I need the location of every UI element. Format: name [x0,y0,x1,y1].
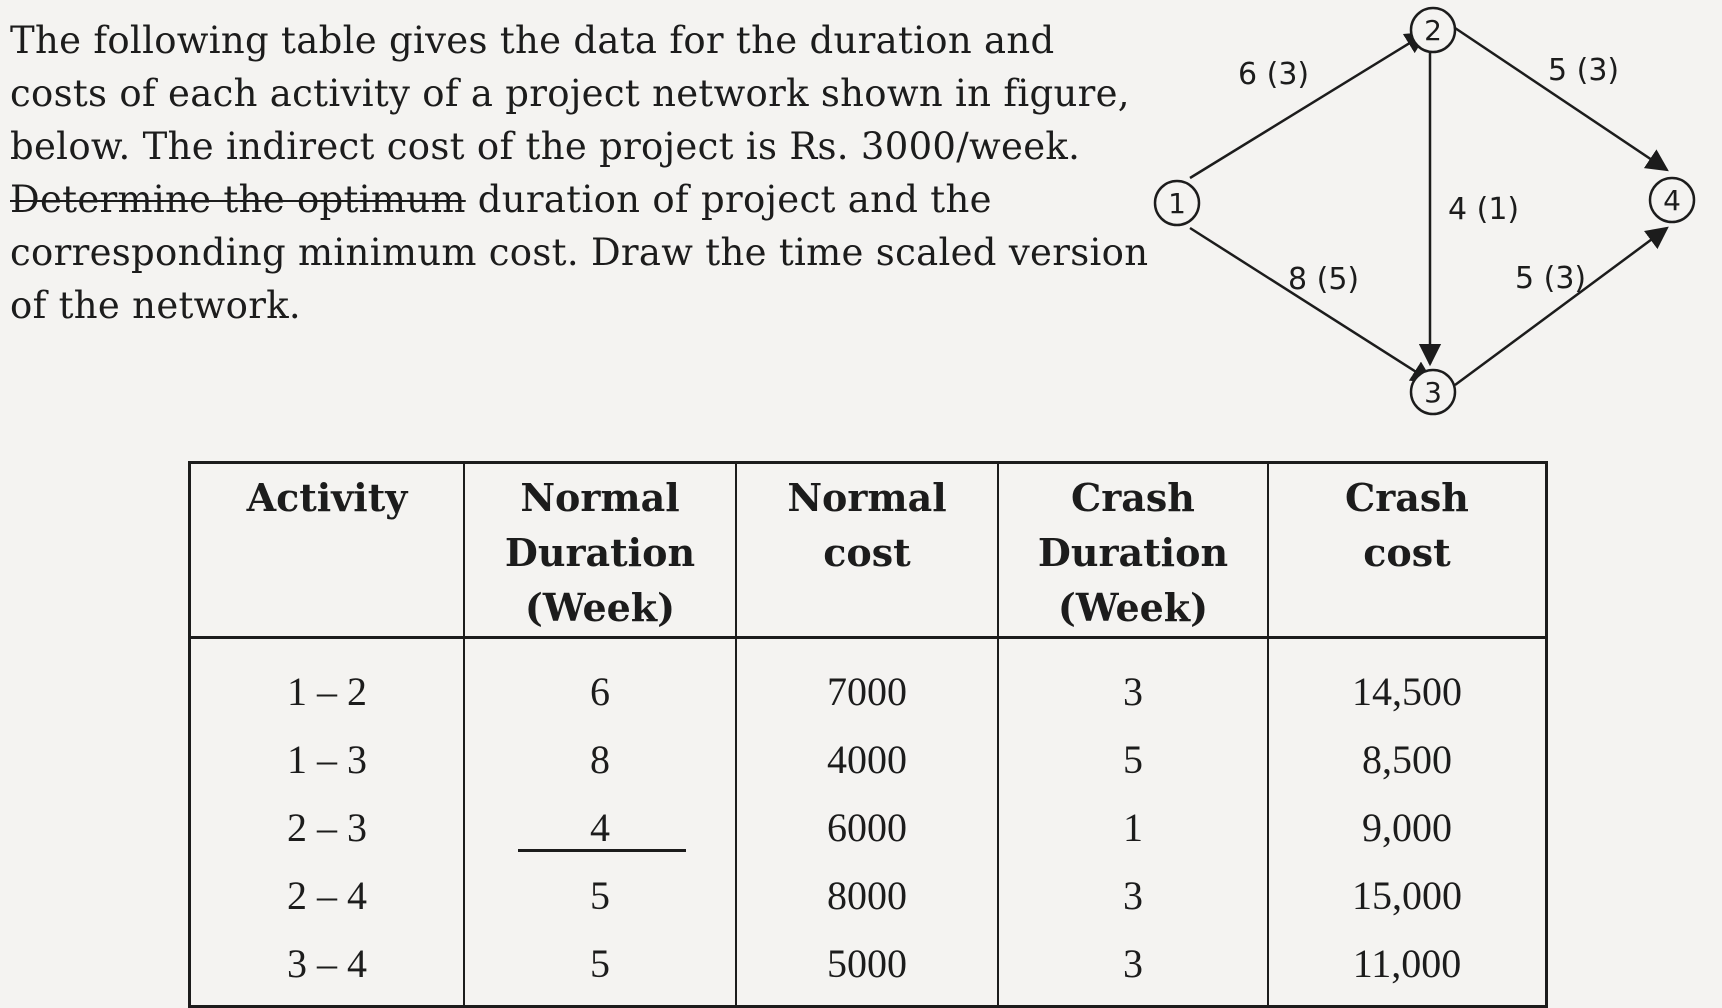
edge-label: 8 (5) [1288,262,1359,297]
edge-label: 4 (1) [1448,192,1519,227]
header-normal-cost: Normal cost [735,462,999,639]
table-row: 2 – 3 4 6000 1 9,000 [188,793,1548,861]
cell-normal-cost: 7000 [735,637,999,725]
header-normal-duration: Normal Duration (Week) [463,462,737,639]
cell-activity: 2 – 4 [188,861,465,929]
cell-crash-cost: 14,500 [1267,637,1548,725]
edge-2-4 [1454,26,1669,172]
node-label: 4 [1663,184,1681,217]
cell-normal-cost: 6000 [735,793,999,861]
cell-crash-duration: 3 [997,637,1269,725]
cell-crash-cost: 9,000 [1267,793,1548,861]
problem-line: costs of each activity of a project netw… [10,72,1130,115]
table-row: 1 – 3 8 4000 5 8,500 [188,725,1548,793]
cell-crash-cost: 8,500 [1267,725,1548,793]
node-label: 1 [1168,187,1186,220]
problem-line: The following table gives the data for t… [10,19,1055,62]
table-row: 1 – 2 6 7000 3 14,500 [188,637,1548,725]
problem-line: below. The indirect cost of the project … [10,125,1081,168]
cell-crash-duration: 5 [997,725,1269,793]
table-header-row: Activity Normal Duration (Week) Normal cost… [188,462,1548,639]
node-label: 2 [1424,14,1442,47]
node-label: 3 [1424,376,1442,409]
edge-1-2 [1189,31,1428,180]
cell-crash-duration: 3 [997,861,1269,929]
handwritten-underline [518,849,686,852]
cell-normal-cost: 5000 [735,929,999,1007]
problem-line: corresponding minimum cost. Draw the tim… [10,231,1149,274]
node-4: 4 [1648,176,1696,224]
cell-activity: 1 – 2 [188,637,465,725]
cell-normal-duration: 5 [463,861,737,929]
table-row: 3 – 4 5 5000 3 11,000 [188,929,1548,1007]
edge-label: 5 (3) [1515,261,1586,296]
struck-text: Determine the optimum [10,178,466,221]
header-crash-cost: Crash cost [1267,462,1548,639]
problem-statement: The following table gives the data for t… [10,14,1149,332]
cell-normal-duration: 8 [463,725,737,793]
cell-crash-duration: 1 [997,793,1269,861]
cell-normal-cost: 4000 [735,725,999,793]
problem-text: duration of project and the [465,178,992,221]
cell-activity: 2 – 3 [188,793,465,861]
problem-line: Determine the optimum duration of projec… [10,173,1070,226]
cell-normal-duration: 5 [463,929,737,1007]
edge-1-3 [1189,226,1434,384]
cell-normal-duration: 6 [463,637,737,725]
node-1: 1 [1153,179,1201,227]
edge-3-4 [1454,226,1669,387]
header-activity: Activity [188,462,465,639]
problem-line: of the network. [10,284,301,327]
cell-activity: 1 – 3 [188,725,465,793]
header-crash-duration: Crash Duration (Week) [997,462,1269,639]
cell-crash-duration: 3 [997,929,1269,1007]
cell-normal-cost: 8000 [735,861,999,929]
cell-activity: 3 – 4 [188,929,465,1007]
activity-data-table: Activity Normal Duration (Week) Normal cost… [188,461,1548,1008]
node-3: 3 [1409,368,1457,416]
cell-crash-cost: 11,000 [1267,929,1548,1007]
table-row: 2 – 4 5 8000 3 15,000 [188,861,1548,929]
edge-label: 5 (3) [1548,53,1619,88]
project-network-diagram: 6 (3) 8 (5) 4 (1) 5 (3) 5 (3) 1 2 3 4 [1153,6,1696,416]
node-2: 2 [1409,6,1457,54]
edge-label: 6 (3) [1238,57,1309,92]
cell-crash-cost: 15,000 [1267,861,1548,929]
